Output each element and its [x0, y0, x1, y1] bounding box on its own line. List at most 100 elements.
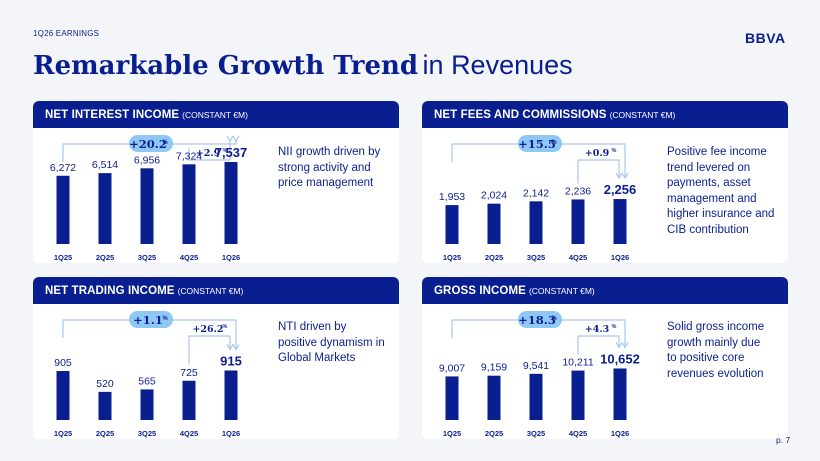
bar: [224, 161, 238, 244]
note-line: positive dynamism in: [278, 336, 385, 349]
bar: [98, 391, 112, 420]
category-label: 2Q25: [96, 253, 114, 262]
category-label: 3Q25: [527, 253, 545, 262]
bar: [56, 175, 70, 244]
qoq-unit-label: %: [612, 324, 617, 330]
card-note: NII growth driven by strong activity and…: [278, 145, 380, 192]
card-subtitle: (CONSTANT €M): [609, 109, 676, 120]
category-label: 4Q25: [569, 429, 587, 438]
yoy-unit-label: %: [162, 316, 168, 322]
note-line: strong activity and: [278, 161, 371, 174]
yoy-arrowhead: [232, 344, 240, 351]
card-note: Positive fee income trend levered on pay…: [667, 145, 774, 238]
bar-value-label: 915: [220, 353, 242, 368]
note-line: CIB contribution: [667, 223, 749, 236]
bar: [613, 368, 627, 420]
card-gross-income: GROSS INCOME (CONSTANT €M) +18.3% +4.3% 9,…: [422, 277, 788, 439]
qoq-growth-label: +0.9: [585, 148, 610, 159]
bar: [140, 389, 154, 420]
note-line: payments, asset: [667, 177, 751, 189]
note-line: Global Markets: [278, 352, 356, 364]
chart-net-trading-income: +1.1 %+26.2 %9051Q255202Q255653Q257254Q259…: [54, 311, 242, 438]
yoy-pill: [129, 311, 173, 328]
bar: [613, 199, 627, 244]
yoy-unit-label: %: [551, 140, 557, 146]
category-label: 1Q26: [222, 253, 240, 262]
card-title: NET INTEREST INCOME: [45, 108, 180, 121]
qoq-unit-label: %: [223, 324, 228, 330]
category-label: 2Q25: [485, 429, 503, 438]
yoy-pill: [129, 135, 173, 152]
qoq-growth-label: +2.9: [196, 148, 221, 159]
card-title: GROSS INCOME: [434, 284, 526, 297]
card-net-interest-income: NET INTEREST INCOME (CONSTANT €M) +20.2%…: [33, 101, 399, 263]
qoq-unit-label: %: [223, 148, 228, 154]
chart-net-fees-commissions: +15.5%+0.9 %1,9531Q252,0242Q252,1423Q252,…: [439, 135, 637, 262]
category-label: 4Q25: [180, 253, 198, 262]
bar-value-label: 905: [54, 357, 72, 369]
bar-value-label: 9,541: [523, 360, 549, 372]
bar-value-label: 1,953: [439, 191, 465, 203]
bar-value-label: 2,256: [604, 182, 637, 197]
card-subtitle: (CONSTANT €M): [177, 285, 244, 296]
card-header: NET TRADING INCOME (CONSTANT €M): [33, 277, 399, 304]
qoq-arrowhead: [226, 135, 234, 143]
card-net-trading-income: NET TRADING INCOME (CONSTANT €M) +1.1% +2…: [33, 277, 399, 439]
yoy-unit-label: %: [162, 140, 168, 146]
bar: [571, 199, 585, 244]
bar-value-label: 7,537: [215, 145, 248, 160]
category-label: 1Q25: [54, 429, 72, 438]
bar: [140, 168, 154, 244]
category-label: 1Q25: [443, 253, 461, 262]
bar: [224, 370, 238, 420]
category-label: 2Q25: [485, 253, 503, 262]
bar-value-label: 725: [180, 367, 198, 379]
card-header: NET FEES AND COMMISSIONS (CONSTANT €M): [422, 101, 788, 128]
card-note: Solid gross income growth mainly due to …: [667, 320, 764, 382]
bar-value-label: 10,652: [600, 351, 640, 366]
category-label: 3Q25: [138, 429, 156, 438]
note-line: Positive fee income: [667, 146, 767, 158]
bar: [182, 380, 196, 420]
card-header: GROSS INCOME (CONSTANT €M): [422, 277, 788, 304]
chart-net-interest-income: +20.2%+2.9 %6,2721Q256,5142Q256,9563Q257,…: [50, 135, 248, 262]
yoy-growth-label: +15.5: [518, 137, 556, 151]
yoy-pill: [518, 135, 562, 152]
card-subtitle: (CONSTANT €M): [528, 285, 595, 296]
bar-value-label: 6,514: [92, 159, 118, 171]
yoy-arrowhead: [621, 172, 629, 180]
page-number: p. 7: [776, 435, 791, 445]
note-line: NTI driven by: [278, 321, 347, 333]
card-note: NTI driven by positive dynamism in Globa…: [278, 320, 385, 367]
note-line: growth mainly due: [667, 336, 761, 349]
note-line: price management: [278, 177, 374, 189]
bar-value-label: 520: [96, 378, 114, 390]
qoq-arrowhead: [615, 172, 623, 180]
bar: [182, 164, 196, 244]
bar-value-label: 565: [138, 375, 156, 387]
bar-value-label: 9,159: [481, 362, 507, 374]
note-line: to positive core: [667, 352, 745, 364]
card-header: NET INTEREST INCOME (CONSTANT €M): [33, 101, 399, 128]
qoq-unit-label: %: [612, 148, 617, 154]
category-label: 1Q25: [54, 253, 72, 262]
card-title: NET FEES AND COMMISSIONS: [434, 108, 607, 121]
category-label: 2Q25: [96, 429, 114, 438]
note-line: higher insurance and: [667, 208, 775, 220]
bar: [56, 371, 70, 420]
bar-value-label: 6,272: [50, 162, 76, 174]
qoq-growth-label: +26.2: [192, 324, 223, 335]
yoy-unit-label: %: [551, 316, 557, 322]
note-line: management and: [667, 192, 757, 205]
category-label: 1Q26: [611, 253, 629, 262]
bar: [445, 376, 459, 420]
page-title-bold: Remarkable Growth Trend: [33, 51, 419, 81]
bar: [487, 203, 501, 244]
page-title: Remarkable Growth Trend in Revenues: [33, 50, 573, 81]
category-label: 4Q25: [180, 429, 198, 438]
note-line: trend levered on: [667, 161, 751, 174]
bbva-logo: BBVA: [745, 30, 786, 46]
yoy-pill: [518, 311, 562, 328]
bar-value-label: 9,007: [439, 362, 465, 374]
bar: [571, 370, 585, 420]
